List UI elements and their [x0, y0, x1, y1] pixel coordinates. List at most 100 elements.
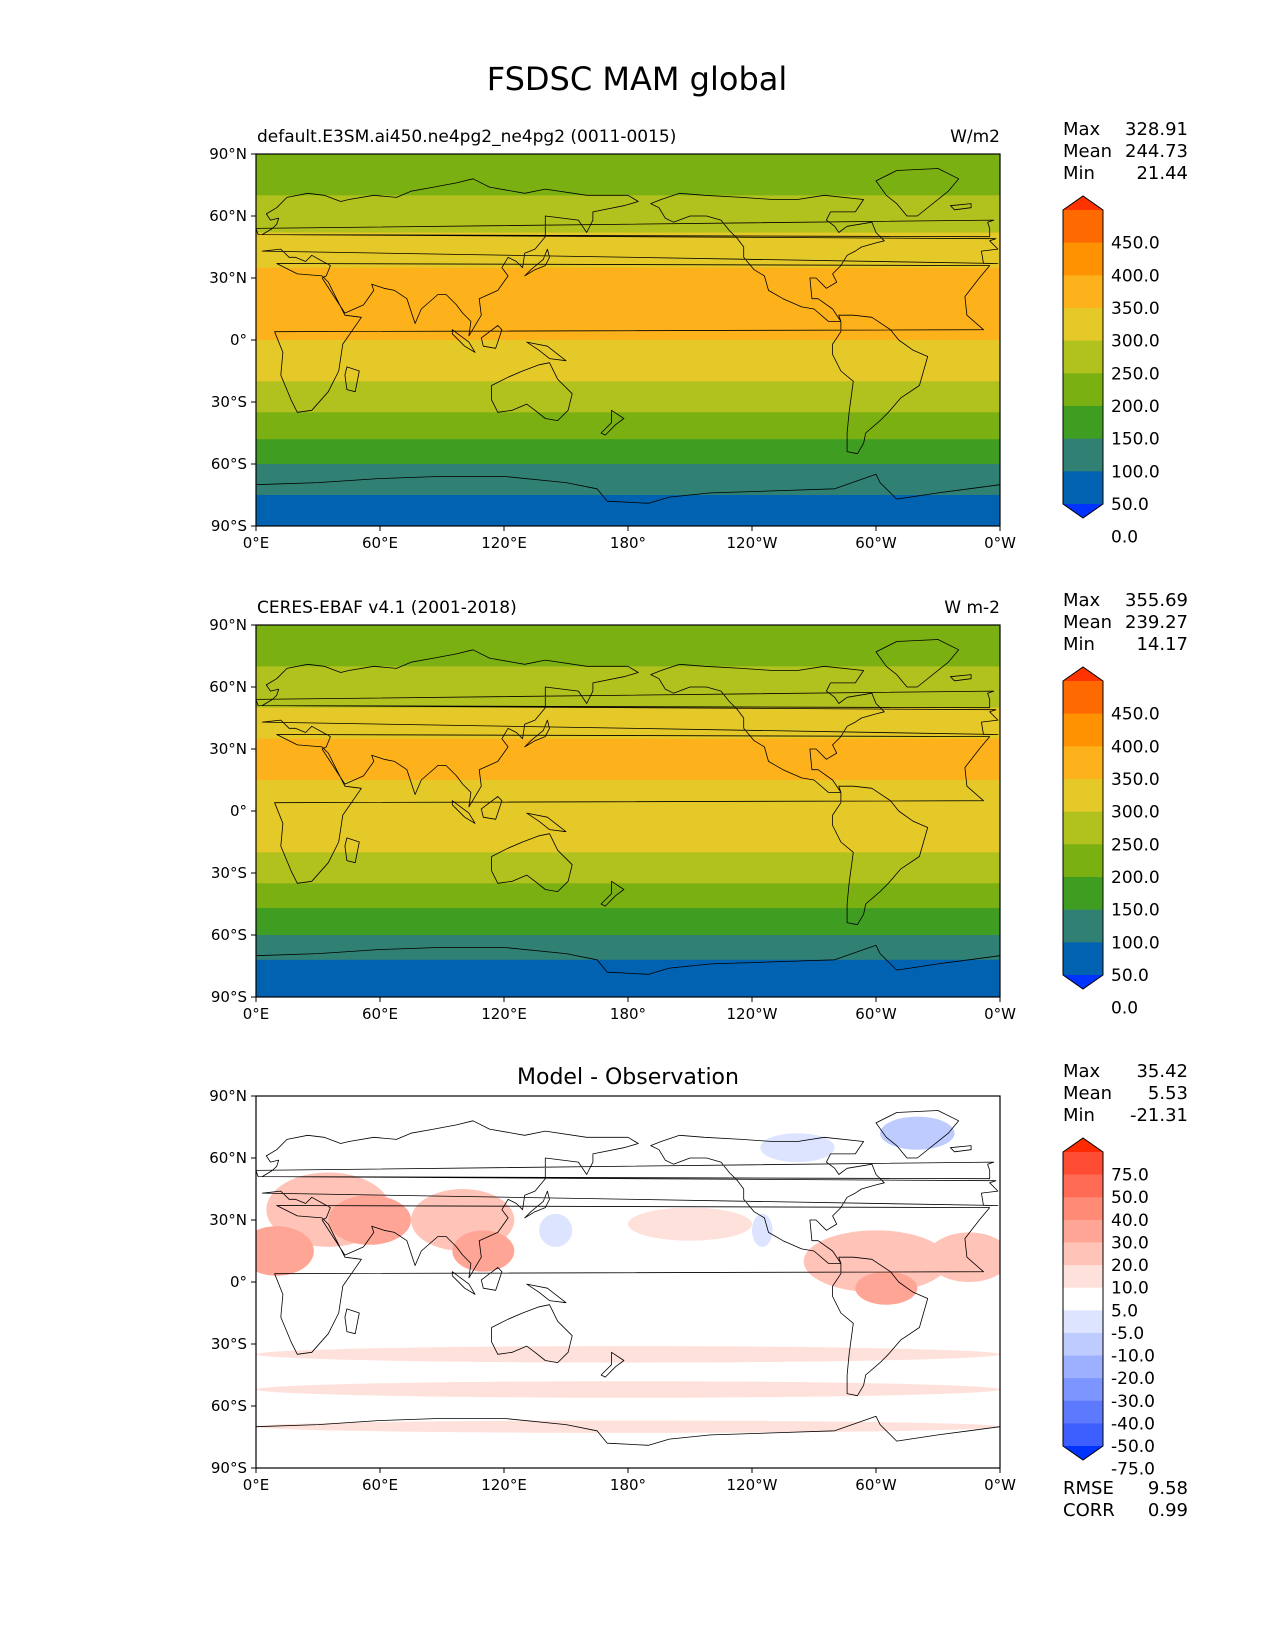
- colorbar-segment: [1063, 210, 1103, 244]
- contour-band: [256, 852, 1000, 884]
- colorbar-tick-label: -30.0: [1111, 1392, 1155, 1412]
- panel-title: default.E3SM.ai450.ne4pg2_ne4pg2 (0011-0…: [257, 127, 676, 147]
- panel-units: W/m2: [950, 127, 1000, 147]
- colorbar-extend-min: [1063, 504, 1103, 518]
- contour-band: [256, 1096, 1000, 1138]
- contour-band: [256, 625, 1000, 667]
- contour-band: [256, 495, 1000, 526]
- lon-tick-label: 0°W: [984, 534, 1016, 552]
- panel-diff: Model - Observation 0°E 60°E 120°E 180° 120°W…: [209, 1061, 1188, 1521]
- colorbar-segment: [1063, 1378, 1103, 1402]
- stat-label: Mean: [1063, 141, 1112, 162]
- colorbar-tick-label: 200.0: [1111, 397, 1160, 417]
- lat-tick-label: 60°S: [211, 1397, 247, 1415]
- lat-tick-label: 90°S: [211, 1459, 247, 1477]
- colorbar-segment: [1063, 1242, 1103, 1266]
- stat-value: 9.58: [1148, 1478, 1188, 1499]
- contour-band: [256, 738, 1000, 781]
- stat-value: -21.31: [1130, 1105, 1188, 1126]
- lat-tick-label: 0°: [230, 1273, 247, 1291]
- colorbar-tick-label: 50.0: [1111, 1188, 1149, 1208]
- stat-label: CORR: [1063, 1500, 1115, 1521]
- colorbar-tick-label: 5.0: [1111, 1301, 1138, 1321]
- stat-label: Max: [1063, 1061, 1101, 1082]
- colorbar-tick-label: 300.0: [1111, 332, 1160, 352]
- colorbar-tick-label: -40.0: [1111, 1414, 1155, 1434]
- colorbar-tick-label: 0.0: [1111, 528, 1138, 548]
- colorbar-segment: [1063, 308, 1103, 342]
- colorbar-segment: [1063, 340, 1103, 374]
- lon-tick-label: 120°E: [481, 1476, 527, 1494]
- anomaly-patch: [256, 1346, 1000, 1363]
- colorbar-segment: [1063, 877, 1103, 911]
- contour-band: [256, 959, 1000, 997]
- colorbar-outline: [1062, 1137, 1104, 1461]
- map-field-obs: [256, 625, 1000, 997]
- colorbar: 450.0 400.0 350.0 300.0 250.0 200.0 150.0 100.0…: [1062, 666, 1160, 1019]
- colorbar-segment: [1063, 844, 1103, 878]
- stat-value: 244.73: [1125, 141, 1188, 162]
- stat-label: Max: [1063, 119, 1101, 140]
- lat-tick-label: 0°: [230, 802, 247, 820]
- lon-tick-label: 60°E: [362, 534, 398, 552]
- colorbar-tick-label: 50.0: [1111, 966, 1149, 986]
- colorbar-tick-label: 350.0: [1111, 299, 1160, 319]
- lon-tick-label: 120°W: [727, 1005, 778, 1023]
- colorbar-segment: [1063, 942, 1103, 976]
- colorbar-tick-label: 300.0: [1111, 803, 1160, 823]
- anomaly-patch: [256, 1226, 314, 1276]
- colorbar-extend-max: [1063, 196, 1103, 210]
- colorbar-tick-label: 350.0: [1111, 770, 1160, 790]
- colorbar-tick-label: 50.0: [1111, 495, 1149, 515]
- colorbar-tick-label: 30.0: [1111, 1233, 1149, 1253]
- colorbar-tick-label: 100.0: [1111, 462, 1160, 482]
- lat-tick-label: 30°S: [211, 864, 247, 882]
- colorbar-segment: [1063, 811, 1103, 845]
- lon-tick-label: 0°E: [243, 1005, 270, 1023]
- stat-value: 0.99: [1148, 1500, 1188, 1521]
- colorbar-segment: [1063, 1197, 1103, 1221]
- stat-label: Min: [1063, 163, 1095, 184]
- colorbar-segment: [1063, 1400, 1103, 1424]
- colorbar-segment: [1063, 909, 1103, 943]
- stat-value: 328.91: [1125, 119, 1188, 140]
- colorbar-extend-min: [1063, 1446, 1103, 1460]
- colorbar-segment: [1063, 1332, 1103, 1357]
- lat-tick-label: 0°: [230, 331, 247, 349]
- lat-tick-label: 90°N: [209, 1087, 247, 1105]
- colorbar-segment: [1063, 242, 1103, 276]
- lon-tick-label: 0°E: [243, 1476, 270, 1494]
- colorbar-tick-label: 450.0: [1111, 234, 1160, 254]
- lat-tick-label: 30°S: [211, 1335, 247, 1353]
- panel-obs: CERES-EBAF v4.1 (2001-2018) W m-2 0°E 60°E 1…: [209, 590, 1188, 1023]
- contour-band: [256, 707, 1000, 740]
- stat-label: Mean: [1063, 612, 1112, 633]
- panel-title: CERES-EBAF v4.1 (2001-2018): [257, 598, 517, 618]
- colorbar-tick-label: -50.0: [1111, 1437, 1155, 1457]
- stat-value: 355.69: [1125, 590, 1188, 611]
- stat-value: 5.53: [1148, 1083, 1188, 1104]
- stat-value: 35.42: [1136, 1061, 1188, 1082]
- colorbar: 450.0 400.0 350.0 300.0 250.0 200.0 150.0 100.0…: [1062, 195, 1160, 548]
- coastline: [256, 639, 1000, 997]
- contour-band: [256, 666, 1000, 709]
- lon-tick-label: 60°W: [855, 1476, 897, 1494]
- anomaly-patch: [927, 1232, 1000, 1282]
- colorbar-tick-label: 10.0: [1111, 1279, 1149, 1299]
- panel-units: W m-2: [944, 598, 1000, 618]
- lon-tick-label: 120°E: [481, 534, 527, 552]
- anomaly-patch: [880, 1116, 955, 1150]
- lat-tick-label: 60°N: [209, 207, 247, 225]
- colorbar-segment: [1063, 471, 1103, 505]
- anomaly-patch: [256, 1420, 1000, 1433]
- colorbar-tick-label: 250.0: [1111, 835, 1160, 855]
- colorbar-tick-label: 0.0: [1111, 999, 1138, 1019]
- colorbar-outline: [1062, 666, 1104, 990]
- lat-tick-label: 90°S: [211, 517, 247, 535]
- lon-tick-label: 120°E: [481, 1005, 527, 1023]
- colorbar-segment: [1063, 1423, 1103, 1447]
- stat-value: 14.17: [1136, 634, 1188, 655]
- colorbar-segment: [1063, 1174, 1103, 1198]
- stat-label: Mean: [1063, 1083, 1112, 1104]
- anomaly-patch: [539, 1213, 573, 1247]
